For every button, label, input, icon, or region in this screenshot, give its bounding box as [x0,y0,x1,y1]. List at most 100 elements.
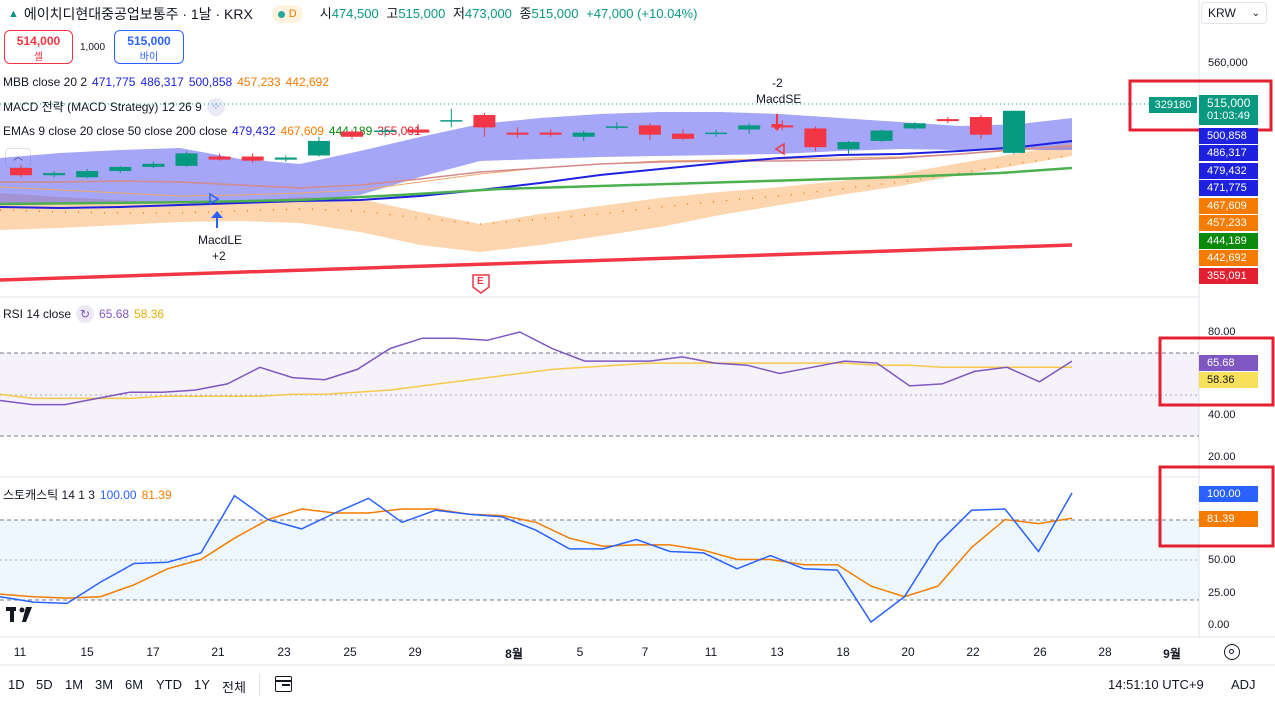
emas-legend[interactable]: EMAs 9 close 20 close 50 close 200 close… [3,121,421,141]
sell-price: 514,000 [16,34,61,48]
toolbar-divider [259,674,260,696]
time-axis-label: 21 [211,645,225,659]
candle-body [440,120,463,122]
time-axis-label: 25 [343,645,357,659]
ema-value-2: 467,609 [280,124,324,138]
candle-body [738,125,761,130]
candle-body [142,163,165,167]
stoch-legend[interactable]: 스토캐스틱 14 1 3 100.00 81.39 [3,485,172,505]
candle-body [605,126,628,128]
sell-button[interactable]: 514,000 셀 [4,30,73,64]
time-axis-label: 11 [704,645,718,659]
rsi-ma-tag: 58.36 [1199,372,1258,388]
stoch-k-tag: 100.00 [1199,486,1258,502]
candle-body [506,132,529,135]
sell-label: 셀 [33,52,44,63]
rsi-axis-label-40: 40.00 [1208,409,1236,421]
low-value: 473,000 [464,6,512,21]
time-axis-label: 18 [836,645,850,659]
candle-body [274,157,297,160]
indicator-price-tag: 442,692 [1199,250,1258,266]
candle-body [1003,110,1025,153]
candle-body [837,141,860,150]
currency-value: KRW [1208,6,1236,20]
calendar-icon[interactable] [275,676,292,692]
price-axis-label: 560,000 [1208,57,1248,69]
candle-body [109,166,132,172]
candle-body [638,125,661,135]
stoch-legend-name: 스토캐스틱 14 1 3 [3,488,95,502]
close-value: 515,000 [531,6,579,21]
candle-body [374,130,397,133]
refresh-icon[interactable]: ↻ [76,305,95,323]
indicator-price-tag: 500,858 [1199,128,1258,144]
currency-select[interactable]: KRW ⌄ [1201,2,1267,24]
time-axis-label: 8월 [505,647,523,661]
ema9-line [0,140,1073,210]
symbol-title[interactable]: 에이치디현대중공업보통주 · 1날 · KRX [23,6,253,22]
stoch-d-value: 81.39 [141,488,172,502]
range-button-1m[interactable]: 1M [65,677,84,692]
chevron-down-icon: ⌄ [1251,7,1260,19]
candle-body [43,173,66,176]
mbb-value-5: 442,692 [285,75,329,89]
range-button-1y[interactable]: 1Y [194,677,210,692]
macd-se-qty: -2 [772,76,783,90]
stoch-axis-label-0: 0.00 [1208,619,1230,631]
axis-settings-icon[interactable] [1224,644,1240,660]
range-button-전체[interactable]: 전체 [222,680,246,695]
tradingview-logo[interactable] [6,607,32,622]
macd-long-signal[interactable] [209,192,223,228]
market-status-indicator[interactable]: D [271,5,303,23]
time-axis-label: 17 [146,645,160,659]
adj-button[interactable]: ADJ [1231,677,1256,692]
stoch-band [0,520,1199,600]
clock-display[interactable]: 14:51:10 UTC+9 [1108,677,1204,692]
indicator-price-tag: 479,432 [1199,163,1258,179]
candle-body [572,132,595,137]
indicator-price-tag: 467,609 [1199,198,1258,214]
rsi-value: 65.68 [99,307,130,321]
candle-body [10,167,32,176]
low-label: 저 [452,6,465,21]
range-button-ytd[interactable]: YTD [156,677,182,692]
high-label: 고 [386,6,399,21]
candle-body [903,123,926,129]
time-axis-label: 11 [13,645,27,659]
time-axis-label: 20 [901,645,915,659]
range-button-1d[interactable]: 1D [8,677,25,692]
highlight-box-stoch [1158,465,1275,548]
emas-legend-name: EMAs 9 close 20 close 50 close 200 close [3,124,228,138]
stoch-d-tag: 81.39 [1199,511,1258,527]
macd-se-label: MacdSE [756,92,802,106]
candle-body [870,130,893,141]
candle-body [208,156,231,160]
mbb-legend[interactable]: MBB close 20 2 471,775 486,317 500,858 4… [3,72,329,92]
bar-countdown: 01:03:49 [1207,110,1250,122]
candle-body [307,140,330,156]
range-button-3m[interactable]: 3M [95,677,114,692]
earnings-marker[interactable] [472,274,490,294]
rsi-legend[interactable]: RSI 14 close ↻ 65.68 58.36 [3,304,164,324]
strategy-settings-icon[interactable]: ⁘ [206,98,225,116]
volume-tag: 329180 [1149,97,1197,113]
macd-le-qty: +2 [212,249,226,263]
candle-body [771,125,794,128]
last-price-tag: 515,000 01:03:49 [1199,95,1258,125]
rsi-band [0,353,1199,436]
range-button-5d[interactable]: 5D [36,677,53,692]
rsi-line [0,331,1073,406]
candle-body [341,131,363,137]
ema-value-4: 355,091 [377,124,421,138]
buy-price: 515,000 [127,34,171,48]
buy-button[interactable]: 515,000 바이 [114,30,184,64]
candle-body [539,132,562,135]
symbol-header: ▲ 에이치디현대중공업보통주 · 1날 · KRX D 시474,500 고51… [8,4,697,24]
open-value: 474,500 [331,6,379,21]
range-button-6m[interactable]: 6M [125,677,144,692]
time-axis-label: 22 [966,645,980,659]
macd-short-signal[interactable] [771,114,785,156]
candle-body [804,128,827,148]
indicator-price-tag: 486,317 [1199,145,1258,161]
